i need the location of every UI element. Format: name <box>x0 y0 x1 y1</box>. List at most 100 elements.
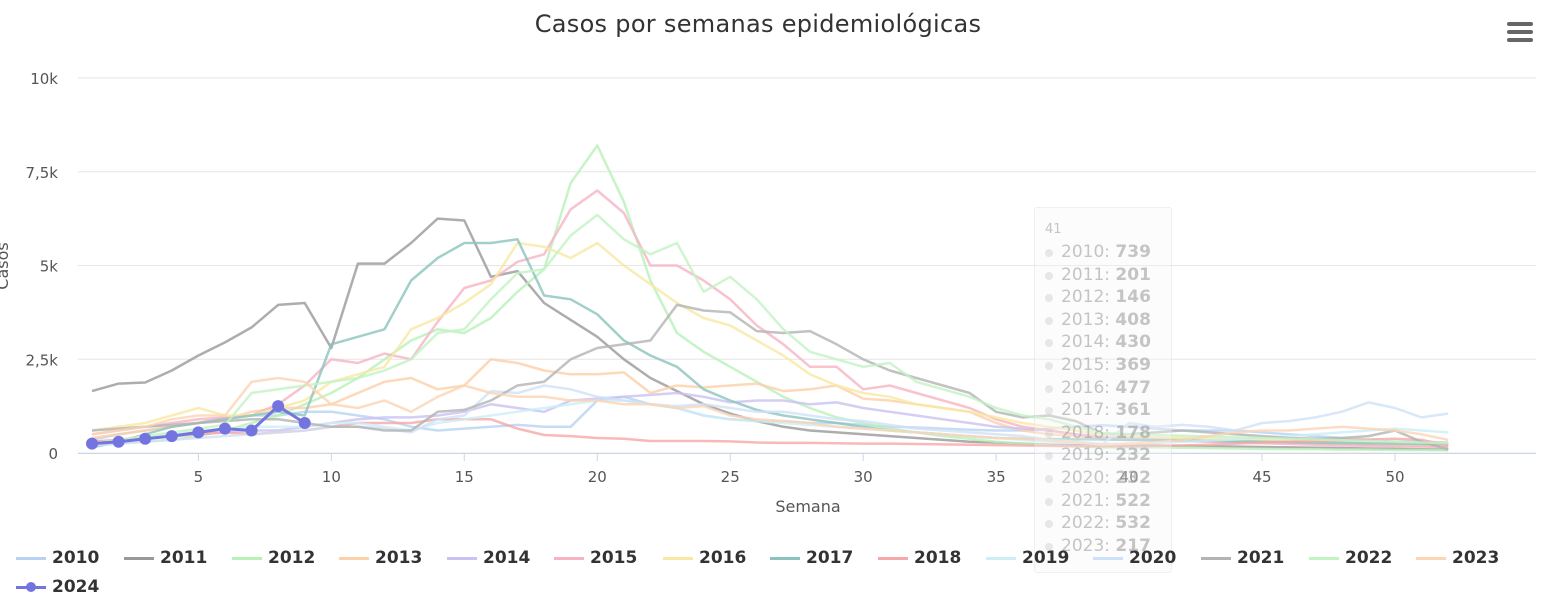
legend-label: 2014 <box>483 548 531 568</box>
tooltip-series-value: 232 <box>1115 468 1151 488</box>
tooltip-series-value: 408 <box>1115 309 1151 330</box>
tooltip-series-dot <box>1045 362 1053 370</box>
tooltip-series-label: 2023: <box>1061 535 1116 556</box>
tooltip-series-dot <box>1045 294 1053 303</box>
legend-item-2023[interactable]: 2023 <box>1416 548 1499 568</box>
x-tick-label: 30 <box>854 468 873 486</box>
grid-lines <box>78 77 1536 454</box>
legend-swatch <box>663 551 693 565</box>
tooltip-series-value: 201 <box>1115 264 1151 285</box>
tooltip-series-dot <box>1045 429 1053 438</box>
legend-swatch <box>124 551 154 565</box>
legend-item-2014[interactable]: 2014 <box>447 548 530 568</box>
y-tick-label: 2,5k <box>25 351 58 369</box>
legend-swatch <box>878 551 908 565</box>
tooltip-series-value: 178 <box>1115 422 1151 443</box>
tooltip-series-value: 430 <box>1115 332 1151 353</box>
tooltip-series-value: 369 <box>1115 355 1151 375</box>
legend-label: 2019 <box>1022 548 1070 568</box>
legend-item-2012[interactable]: 2012 <box>232 548 315 568</box>
tooltip-row: 2022: 532 <box>1045 513 1151 533</box>
legend-swatch <box>232 551 262 565</box>
data-point-2024[interactable] <box>298 417 311 429</box>
tooltip-series-dot <box>1045 542 1053 551</box>
tooltip-row: 2015: 369 <box>1045 355 1151 375</box>
data-point-2024[interactable] <box>165 430 178 443</box>
tooltip-row: 2016: 477 <box>1045 378 1151 398</box>
legend-item-2013[interactable]: 2013 <box>339 548 422 568</box>
legend-swatch <box>16 551 46 565</box>
tooltip-series-label: 2011: <box>1061 264 1116 285</box>
x-tick-label: 45 <box>1253 468 1272 486</box>
legend-item-2016[interactable]: 2016 <box>663 548 746 568</box>
tooltip-series-value: 217 <box>1115 535 1151 556</box>
axes: 0 2,5k 5k 7,5k 10k 5 10 15 20 25 30 35 40 45 50 <box>25 70 1536 486</box>
y-tick-label: 0 <box>48 445 58 463</box>
tooltip-series-label: 2018: <box>1061 422 1116 443</box>
tooltip-row: 2020: 232 <box>1045 468 1151 488</box>
series-line-2022[interactable] <box>91 213 1449 445</box>
legend-label: 2012 <box>268 548 316 568</box>
tooltip-series-label: 2014: <box>1061 332 1116 353</box>
legend-item-2015[interactable]: 2015 <box>554 548 637 568</box>
legend-swatch <box>770 551 800 565</box>
tooltip-series-dot <box>1045 316 1053 325</box>
tooltip-series-value: 361 <box>1115 400 1151 421</box>
tooltip-series-dot <box>1045 384 1053 393</box>
tooltip-series-value: 146 <box>1115 287 1151 308</box>
x-tick-label: 25 <box>721 468 740 486</box>
legend-item-2010[interactable]: 2010 <box>16 548 99 568</box>
tooltip-series-label: 2017: <box>1061 400 1116 421</box>
legend-item-2021[interactable]: 2021 <box>1201 548 1284 568</box>
y-tick-label: 10k <box>30 70 58 88</box>
legend-swatch <box>1093 551 1123 565</box>
legend-item-2018[interactable]: 2018 <box>878 548 961 568</box>
x-tick-label: 10 <box>322 468 341 486</box>
tooltip-row: 2014: 430 <box>1045 332 1151 352</box>
legend-item-2011[interactable]: 2011 <box>124 548 207 568</box>
series-line-2012[interactable] <box>91 144 1449 452</box>
x-tick-label: 50 <box>1385 468 1404 486</box>
series-line-2011[interactable] <box>91 217 1449 451</box>
tooltip-series-label: 2013: <box>1061 309 1116 330</box>
legend-swatch <box>447 551 477 565</box>
legend-label: 2022 <box>1345 548 1393 568</box>
tooltip-row: 2023: 217 <box>1045 536 1151 556</box>
data-point-2024[interactable] <box>86 437 98 450</box>
legend-label: 2021 <box>1237 548 1285 568</box>
legend-item-2022[interactable]: 2022 <box>1309 548 1392 568</box>
chart-menu-button[interactable] <box>1506 20 1534 44</box>
data-point-2024[interactable] <box>245 424 258 437</box>
legend-swatch <box>554 551 584 565</box>
legend-label: 2010 <box>52 548 100 568</box>
tooltip-row: 2012: 146 <box>1045 287 1151 307</box>
data-point-2024[interactable] <box>139 432 152 445</box>
y-tick-label: 5k <box>40 258 59 276</box>
legend-label: 2013 <box>375 548 423 568</box>
tooltip-series-value: 532 <box>1115 513 1151 534</box>
tooltip-series-label: 2016: <box>1061 377 1116 398</box>
tooltip-series-dot <box>1045 271 1053 280</box>
data-point-2024[interactable] <box>272 400 285 413</box>
tooltip-series-label: 2010: <box>1061 242 1116 262</box>
legend-label: 2015 <box>590 548 638 568</box>
series-line-2020[interactable] <box>91 384 1449 447</box>
tooltip-header: 41 <box>1045 222 1062 237</box>
legend-label: 2017 <box>806 548 854 568</box>
data-point-2024[interactable] <box>192 426 205 439</box>
data-point-2024[interactable] <box>218 422 231 435</box>
legend-item-2020[interactable]: 2020 <box>1093 548 1176 568</box>
tooltip-series-value: 232 <box>1115 445 1151 466</box>
tooltip-series-dot <box>1045 452 1053 461</box>
series-lines <box>91 144 1449 452</box>
legend-item-2019[interactable]: 2019 <box>986 548 1069 568</box>
data-point-2024[interactable] <box>112 435 125 448</box>
legend-item-2024[interactable]: 2024 <box>16 577 99 597</box>
x-tick-label: 5 <box>194 468 204 486</box>
series-line-2023[interactable] <box>91 376 1449 447</box>
legend-item-2017[interactable]: 2017 <box>770 548 853 568</box>
legend-label: 2018 <box>914 548 962 568</box>
data-tooltip: 41 2010: 739 2011: 201 2012: 146 2013: 408 2… <box>1034 207 1172 573</box>
legend-swatch <box>1201 551 1231 565</box>
